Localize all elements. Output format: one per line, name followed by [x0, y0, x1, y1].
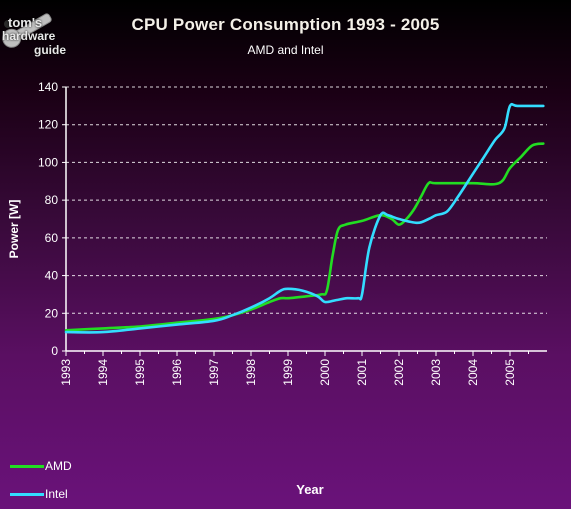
y-tick-label-80: 80	[45, 193, 59, 207]
y-tick-label-140: 140	[38, 80, 58, 94]
y-tick-label-60: 60	[45, 231, 59, 245]
chart-subtitle: AMD and Intel	[247, 43, 324, 57]
logo-line-1: tom's	[8, 15, 43, 30]
x-tick-label-1993: 1993	[59, 359, 73, 386]
x-axis-label: Year	[296, 482, 324, 497]
y-tick-label-0: 0	[51, 344, 58, 358]
x-tick-label-1994: 1994	[96, 359, 110, 386]
logo-line-3: guide	[34, 43, 66, 57]
logo-line-2: hardware	[2, 29, 56, 43]
wrench-icon	[2, 13, 52, 48]
y-tick-label-40: 40	[45, 269, 59, 283]
x-tick-label-2001: 2001	[355, 359, 369, 386]
y-tick-label-120: 120	[38, 118, 58, 132]
series-line-intel	[64, 102, 545, 334]
x-tick-label-2003: 2003	[429, 359, 443, 386]
legend-swatch-intel	[10, 493, 44, 496]
y-axis-label: Power [W]	[7, 199, 21, 259]
legend-swatch-amd	[10, 465, 44, 468]
y-tick-label-20: 20	[45, 306, 59, 320]
series-line-amd	[64, 142, 545, 332]
x-tick-label-1996: 1996	[170, 359, 184, 386]
x-tick-label-2004: 2004	[466, 359, 480, 386]
x-tick-label-1998: 1998	[244, 359, 258, 386]
x-tick-label-1999: 1999	[281, 359, 295, 386]
x-tick-label-2002: 2002	[392, 359, 406, 386]
legend-label-amd: AMD	[45, 459, 72, 473]
chart-title: CPU Power Consumption 1993 - 2005	[131, 15, 440, 34]
legend-label-intel: Intel	[45, 487, 68, 501]
x-tick-label-1997: 1997	[207, 359, 221, 386]
y-tick-label-100: 100	[38, 155, 58, 169]
toms-hardware-logo: tom's hardware guide	[0, 0, 84, 74]
x-tick-label-1995: 1995	[133, 359, 147, 386]
x-tick-label-2000: 2000	[318, 359, 332, 386]
x-tick-label-2005: 2005	[503, 359, 517, 386]
